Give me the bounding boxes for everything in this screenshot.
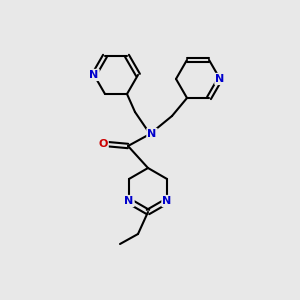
Text: N: N [215,74,225,84]
Text: N: N [124,196,134,206]
Text: N: N [162,196,172,206]
Text: N: N [89,70,99,80]
Text: N: N [147,129,157,139]
Text: O: O [98,139,108,149]
